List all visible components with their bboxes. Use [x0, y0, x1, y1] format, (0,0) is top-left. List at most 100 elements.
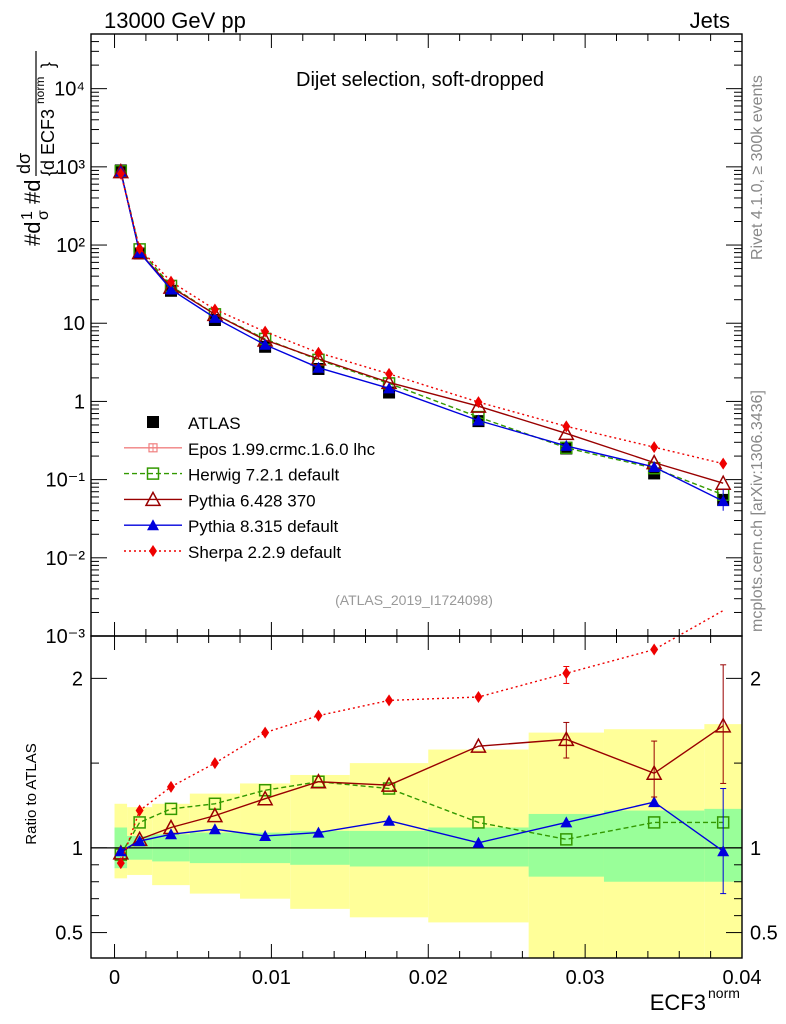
ratio-y-tick-label: 1: [72, 838, 83, 860]
ratio-point: [310, 773, 327, 789]
energy-label: 13000 GeV pp: [104, 8, 246, 33]
legend-swatch-marker: [148, 443, 158, 453]
x-tick-label: 0.02: [409, 967, 448, 989]
y-tick-label: 10²: [56, 235, 85, 257]
ratio-line: [120, 781, 724, 855]
ratio-point: [312, 826, 325, 838]
series-point: [259, 338, 272, 350]
series-point: [385, 367, 394, 380]
ratio-line: [120, 725, 724, 854]
x-axis-label: ECF3 norm: [650, 985, 740, 1015]
ratio-y-tick-label: 0.5: [55, 923, 83, 945]
legend-label: Pythia 8.315 default: [188, 517, 339, 536]
svg-text:ECF3: ECF3: [650, 990, 706, 1015]
ratio-point: [133, 835, 146, 847]
y-tick-label: 10⁻³: [46, 626, 86, 648]
series-point: [165, 283, 178, 295]
ratio-point: [210, 757, 219, 770]
legend-entry: Sherpa 2.2.9 default: [124, 543, 341, 562]
series-line: [120, 171, 724, 484]
legend-entry: Pythia 8.315 default: [124, 517, 339, 536]
y-tick-label: 10⁴: [54, 79, 85, 101]
series-point: [719, 457, 728, 470]
legend-label: Epos 1.99.crmc.1.6.0 lhc: [188, 440, 376, 459]
ratio-y-label: Ratio to ATLAS: [23, 743, 40, 844]
ratio-y-tick-label: 2: [72, 668, 83, 690]
legend-swatch-marker: [149, 545, 157, 557]
ratio-point: [206, 807, 224, 823]
ratio-point: [647, 816, 661, 829]
ratio-point: [256, 790, 274, 806]
svg-text:}: }: [38, 62, 58, 68]
legend-label: ATLAS: [188, 414, 241, 433]
legend-swatch-marker: [144, 490, 162, 507]
legend-entry: Epos 1.99.crmc.1.6.0 lhc: [124, 440, 376, 459]
x-tick-label: 0.04: [723, 967, 762, 989]
ratio-point: [560, 816, 573, 828]
legend-swatch-marker: [147, 519, 159, 531]
bottom-frame: [90, 635, 743, 959]
series-point: [208, 311, 221, 323]
ratio-point: [261, 726, 270, 739]
svg-text:1: 1: [19, 211, 36, 220]
legend-entry: ATLAS: [147, 414, 241, 433]
ratio-point: [560, 833, 573, 846]
main-plot: 10⁻³ 10⁻² 10⁻¹ 1 10 10² 10³ 10⁴ Dijet selection…: [14, 33, 743, 648]
svg-text:norm: norm: [708, 985, 740, 1001]
ratio-y-tick-label-right: 2: [750, 668, 761, 690]
series-point: [650, 441, 659, 454]
ratio-point: [472, 816, 485, 829]
series-point: [314, 346, 323, 359]
ratio-point: [472, 836, 485, 848]
legend-swatch-marker: [146, 467, 160, 480]
legend-label: Pythia 6.428 370: [188, 491, 316, 510]
y-tick-label: 1: [74, 391, 85, 413]
series-point: [261, 325, 270, 338]
ratio-point: [314, 709, 323, 722]
y-tick-label: 10⁻¹: [46, 470, 86, 492]
svg-text:σ: σ: [35, 210, 52, 220]
ratio-point: [383, 814, 396, 826]
svg-text:#d: #d: [20, 180, 45, 204]
category-label: Jets: [690, 8, 730, 33]
legend-label: Sherpa 2.2.9 default: [188, 543, 341, 562]
series-point: [648, 460, 661, 472]
series-point: [116, 167, 125, 180]
series-point: [210, 303, 219, 316]
series-point: [472, 414, 485, 426]
x-tick-label: 0.03: [566, 967, 605, 989]
x-tick-label: 0.01: [252, 967, 291, 989]
ratio-point: [165, 828, 178, 840]
ratio-y-tick-label-right: 1: [750, 838, 761, 860]
svg-text:norm: norm: [33, 77, 47, 104]
ratio-point: [167, 780, 176, 793]
ratio-point: [116, 857, 125, 870]
legend: ATLAS Epos 1.99.crmc.1.6.0 lhc Herwig 7.2.…: [124, 414, 376, 562]
ratio-point: [164, 802, 178, 816]
ratio-point: [470, 737, 487, 753]
ratio-y-tick-label-right: 0.5: [750, 923, 778, 945]
ratio-point: [474, 691, 483, 704]
svg-text:#d: #d: [20, 222, 45, 246]
series-point: [135, 242, 144, 255]
ratio-point: [133, 816, 146, 829]
ratio-plot: 0 0.01 0.02 0.03 0.04 0.5 0.5 1 1 2 2 Ratio to ATL…: [23, 609, 778, 1015]
series-line: [120, 173, 724, 465]
series-point: [558, 424, 575, 441]
ratio-point: [385, 694, 394, 707]
series-point: [167, 275, 176, 288]
series-point: [562, 420, 571, 433]
series-point: [470, 397, 487, 413]
series-line: [120, 171, 724, 496]
rivet-label: Rivet 4.1.0, ≥ 300k events: [749, 75, 766, 260]
site-label: mcplots.cern.ch [arXiv:1306.3436]: [749, 390, 766, 632]
analysis-watermark: (ATLAS_2019_I1724098): [335, 592, 493, 608]
legend-swatch-marker: [147, 416, 159, 428]
y-tick-label: 10⁻²: [46, 548, 86, 570]
ratio-point: [648, 796, 661, 808]
y-tick-label: 10: [63, 313, 85, 335]
legend-entry: Pythia 6.428 370: [124, 490, 316, 510]
ratio-point: [208, 823, 221, 835]
uncertainty-band-inner: [603, 810, 705, 882]
